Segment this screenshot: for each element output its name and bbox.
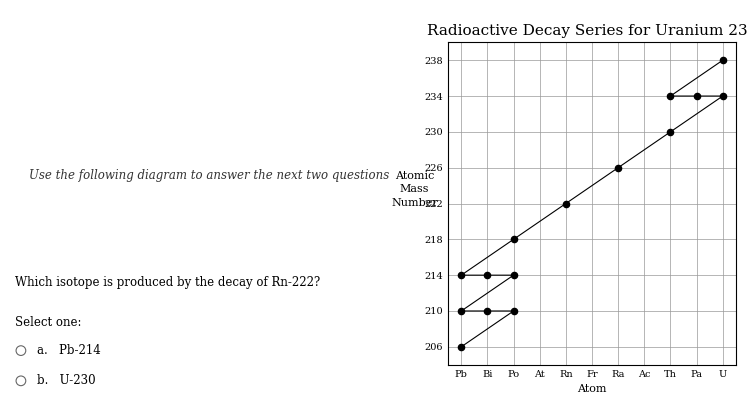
Point: [455, 344, 468, 350]
Text: Use the following diagram to answer the next two questions: Use the following diagram to answer the …: [29, 169, 389, 182]
Point: [508, 272, 520, 278]
Title: Radioactive Decay Series for Uranium 238: Radioactive Decay Series for Uranium 238: [427, 24, 747, 38]
Text: Select one:: Select one:: [15, 316, 81, 329]
Point: [455, 272, 468, 278]
Point: [560, 200, 572, 207]
Point: [665, 129, 677, 135]
Point: [508, 308, 520, 314]
Text: Which isotope is produced by the decay of Rn-222?: Which isotope is produced by the decay o…: [15, 276, 320, 289]
Point: [508, 236, 520, 243]
Point: [455, 308, 468, 314]
Point: [481, 308, 493, 314]
Point: [690, 93, 702, 99]
Text: Atomic
Mass
Number: Atomic Mass Number: [391, 171, 438, 208]
Point: [665, 93, 677, 99]
Point: [716, 57, 728, 63]
Point: [612, 164, 624, 171]
Point: [481, 272, 493, 278]
Text: a.   Pb-214: a. Pb-214: [37, 344, 101, 357]
Text: b.   U-230: b. U-230: [37, 374, 96, 387]
Point: [716, 93, 728, 99]
X-axis label: Atom: Atom: [577, 384, 607, 394]
